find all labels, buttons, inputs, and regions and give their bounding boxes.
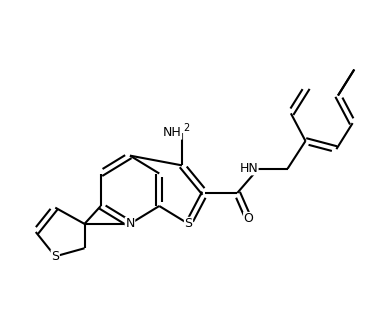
Text: S: S (51, 250, 59, 263)
Text: NH: NH (163, 126, 182, 139)
Text: S: S (184, 217, 193, 230)
Text: O: O (244, 213, 254, 225)
Text: 2: 2 (184, 123, 190, 133)
Text: HN: HN (239, 162, 258, 175)
Text: N: N (125, 217, 135, 230)
